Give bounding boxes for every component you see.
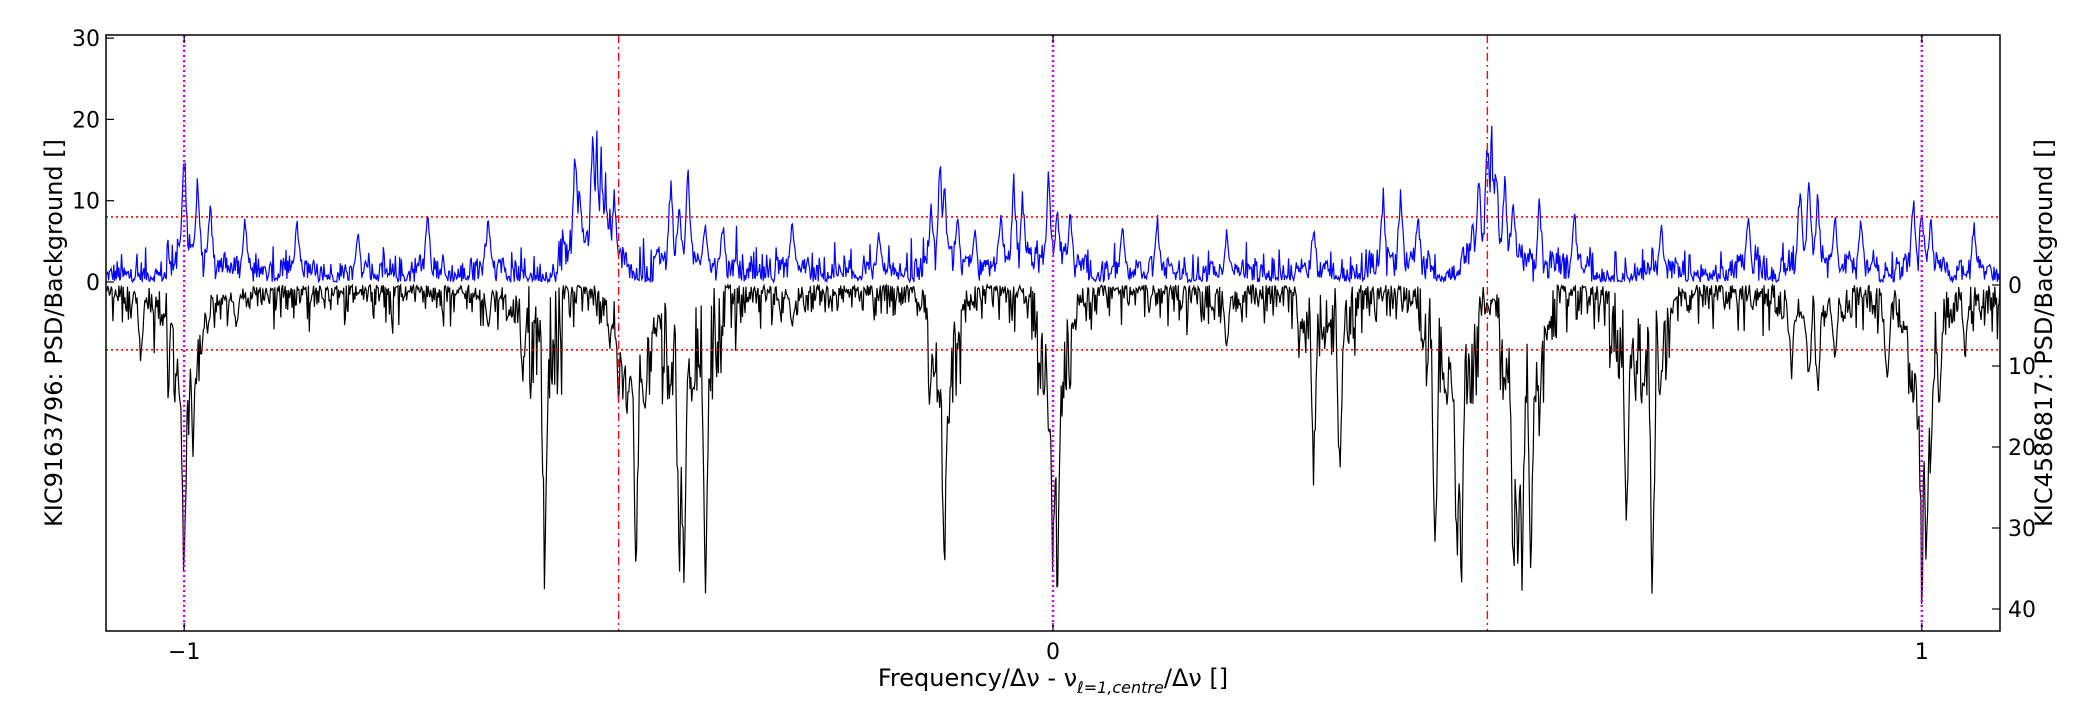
y-left-tick-label-1: 10 — [72, 190, 100, 215]
traces-layer — [105, 125, 2001, 604]
y-right-tick-label-4: 40 — [2008, 598, 2036, 623]
y-right-tick-label-1: 10 — [2008, 355, 2036, 380]
y-right-tick-label-0: 0 — [2008, 274, 2022, 299]
y-axis-left-title: KIC9163796: PSD/Background [] — [40, 139, 68, 527]
x-axis-title-subscript: ℓ=1,centre — [1076, 678, 1164, 697]
x-axis-title: Frequency/Δν - νℓ=1,centre/Δν [] — [878, 664, 1228, 697]
x-tick-label-2: 1 — [1915, 640, 1929, 665]
x-axis-title-tail: /Δν [] — [1164, 664, 1228, 692]
y-axis-right-title: KIC4586817: PSD/Background [] — [2030, 139, 2058, 527]
x-tick-label-1: 0 — [1046, 640, 1060, 665]
series-kic9163796-line — [105, 125, 2001, 285]
x-tick-label-0: −1 — [168, 640, 200, 665]
y-right-tick-label-2: 20 — [2008, 436, 2036, 461]
x-axis-title-main: Frequency/Δν - ν — [878, 664, 1077, 692]
y-left-tick-label-3: 30 — [72, 27, 100, 52]
y-right-tick-label-3: 30 — [2008, 517, 2036, 542]
reference-lines-layer — [106, 35, 2000, 631]
y-left-tick-label-2: 20 — [72, 108, 100, 133]
y-left-tick-label-0: 0 — [86, 271, 100, 296]
